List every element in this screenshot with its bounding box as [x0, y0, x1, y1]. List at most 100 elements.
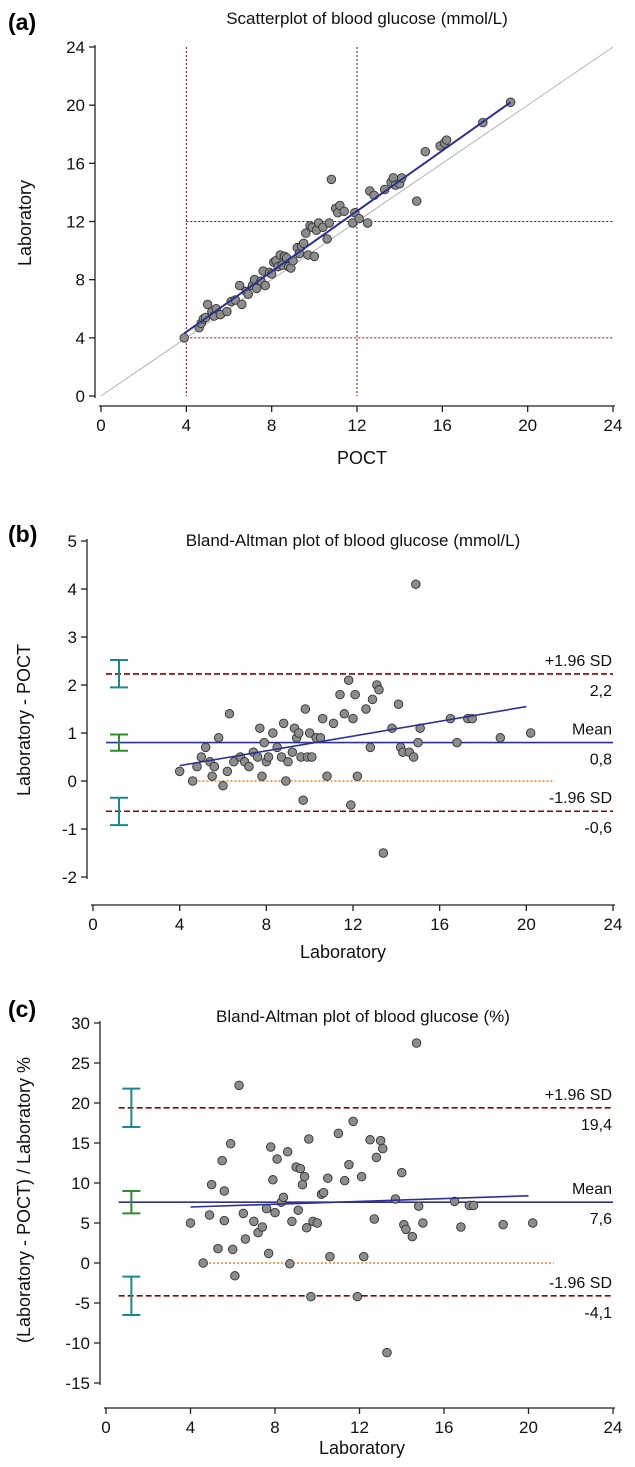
- data-point: [298, 238, 309, 249]
- data-point: [244, 761, 254, 772]
- data-point: [413, 737, 423, 748]
- data-point: [356, 1171, 367, 1182]
- data-point: [198, 1258, 208, 1268]
- data-point: [299, 1171, 310, 1182]
- data-point: [234, 1080, 244, 1091]
- data-point: [209, 761, 220, 772]
- lower-loa-value: -0,6: [584, 820, 612, 837]
- data-point: [408, 752, 419, 762]
- data-point: [375, 1135, 386, 1146]
- regression-line: [183, 101, 512, 335]
- y-tick-label: 25: [71, 1054, 90, 1073]
- data-point: [259, 737, 269, 748]
- data-point: [411, 579, 421, 589]
- data-point: [346, 800, 356, 810]
- data-point: [343, 675, 354, 685]
- data-point: [260, 280, 271, 291]
- upper-loa-label: +1.96 SD: [545, 653, 612, 670]
- y-tick-label: -10: [65, 1334, 90, 1353]
- y-tick-label: 24: [66, 38, 85, 57]
- mean-label: Mean: [572, 1181, 612, 1198]
- data-point: [323, 1173, 333, 1183]
- x-tick-label: 16: [430, 915, 449, 934]
- data-point: [234, 280, 245, 291]
- data-point: [318, 1187, 329, 1198]
- x-tick-label: 20: [517, 915, 536, 934]
- x-tick-label: 8: [262, 915, 271, 934]
- data-point: [312, 1218, 323, 1228]
- data-point: [377, 1143, 388, 1154]
- data-point: [202, 299, 213, 310]
- data-point: [293, 1205, 303, 1215]
- data-point: [268, 728, 278, 738]
- upper-loa-label: +1.96 SD: [545, 1087, 612, 1104]
- data-point: [217, 1155, 227, 1166]
- data-point: [282, 1147, 293, 1157]
- y-tick-label: 5: [68, 532, 77, 551]
- data-point: [452, 737, 462, 748]
- data-point: [213, 1243, 223, 1254]
- y-tick-label: 4: [68, 580, 77, 599]
- x-tick-label: 0: [96, 416, 105, 435]
- y-tick-label: 0: [76, 387, 85, 406]
- x-tick-label: 8: [270, 1418, 279, 1437]
- y-tick-label: -2: [62, 868, 77, 887]
- y-tick-label: 2: [68, 676, 77, 695]
- lower-loa-label: -1.96 SD: [549, 1275, 612, 1292]
- data-point: [350, 689, 360, 700]
- data-point: [222, 766, 233, 777]
- y-tick-label: 4: [76, 329, 85, 348]
- y-axis-label-a: Laboratory: [15, 180, 35, 266]
- y-tick-label: -5: [75, 1294, 90, 1313]
- data-point: [411, 196, 422, 206]
- lower-loa-value: -4,1: [584, 1305, 612, 1322]
- x-tick-label: 16: [433, 416, 452, 435]
- data-point: [456, 1222, 466, 1232]
- x-tick-label: 24: [604, 416, 623, 435]
- data-point: [270, 1207, 280, 1218]
- data-point: [276, 752, 287, 762]
- data-point: [348, 713, 358, 724]
- data-point: [378, 848, 389, 858]
- data-point: [420, 146, 431, 157]
- data-point: [249, 1216, 259, 1227]
- x-tick-label: 20: [519, 1418, 538, 1437]
- data-point: [318, 222, 328, 233]
- x-axis-label-b: Laboratory: [300, 942, 386, 962]
- y-tick-label: 10: [71, 1174, 90, 1193]
- data-point: [219, 1186, 230, 1196]
- data-point: [300, 704, 311, 714]
- data-point: [367, 694, 378, 705]
- data-point: [354, 213, 364, 224]
- data-point: [297, 1179, 308, 1190]
- data-point: [333, 1128, 344, 1139]
- panel-a: (a) Scatterplot of blood glucose (mmol/L…: [8, 9, 622, 468]
- data-point: [257, 1222, 268, 1232]
- data-point: [401, 1224, 411, 1235]
- data-point: [365, 742, 376, 753]
- upper-loa-value: 2,2: [590, 683, 612, 700]
- data-point: [352, 771, 363, 781]
- x-tick-label: 12: [348, 416, 367, 435]
- data-point: [407, 1231, 418, 1242]
- data-point: [328, 718, 339, 729]
- y-axis-label-b: Laboratory - POCT: [14, 644, 34, 796]
- data-point: [306, 1291, 316, 1302]
- panel-label-b: (b): [8, 521, 37, 547]
- data-point: [525, 728, 536, 738]
- data-point: [266, 1142, 276, 1152]
- data-point: [326, 174, 337, 185]
- panel-label-c: (c): [8, 996, 36, 1022]
- data-point: [213, 733, 224, 743]
- mean-label: Mean: [572, 722, 612, 739]
- upper-loa-value: 19,4: [581, 1117, 612, 1134]
- chart-title-c: Bland-Altman plot of blood glucose (%): [216, 1007, 510, 1026]
- data-point: [449, 1196, 460, 1207]
- data-point: [495, 733, 506, 743]
- data-point: [263, 1248, 274, 1259]
- data-point: [204, 1210, 215, 1220]
- data-point: [225, 1139, 236, 1149]
- data-point: [390, 1194, 401, 1204]
- data-point: [179, 333, 189, 343]
